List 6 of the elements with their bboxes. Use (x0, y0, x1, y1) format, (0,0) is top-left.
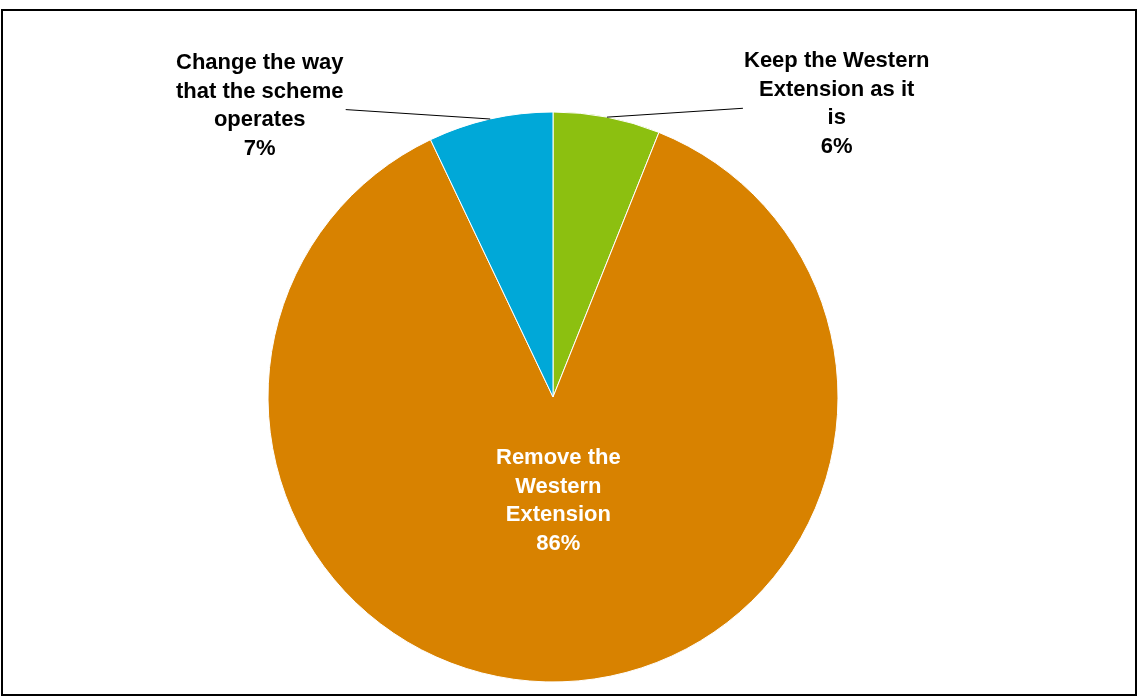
data-label: 7% (243, 134, 276, 160)
slice-label: Change the way that the scheme operates (176, 49, 345, 132)
slice-label: Keep the Western Extension as it is (744, 47, 930, 130)
slice-label: Remove the Western Extension (496, 444, 621, 527)
data-label: 86% (536, 529, 581, 555)
data-label: 6% (820, 132, 853, 158)
